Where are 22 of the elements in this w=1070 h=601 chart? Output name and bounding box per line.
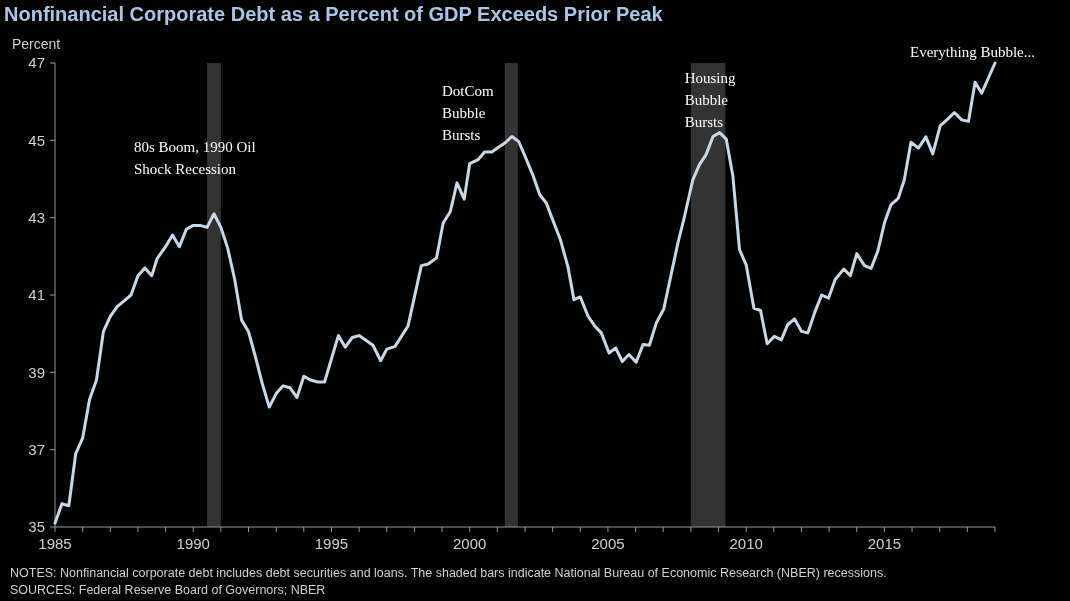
y-tick-label: 35: [28, 518, 45, 536]
annotation: Housing Bubble Bursts: [684, 69, 736, 130]
text: NOTES: Nonfinancial corporate debt includes debt securities and loans. The shaded bars indicate National Bureau of Economic Research (NBER) recessions.: [10, 566, 887, 580]
annotation: 80s Boom, 1990 Oil Shock Recession: [133, 138, 256, 177]
x-tick-label: 2005: [591, 535, 625, 552]
y-tick-label: 41: [28, 286, 45, 304]
annotation: Everything Bubble...: [910, 44, 1035, 60]
y-tick-label: 37: [28, 440, 45, 458]
y-axis-title: Percent: [12, 36, 61, 52]
x-tick-label: 2015: [867, 535, 902, 552]
y-tick-label: 45: [28, 131, 45, 149]
x-tick-label: 1990: [176, 535, 210, 552]
x-tick-label: 2010: [729, 535, 763, 552]
x-tick-label: 2000: [453, 535, 487, 552]
y-tick-label: 43: [28, 208, 45, 226]
source-note: SOURCES: Federal Reserve Board of Governors; NBER: [10, 583, 326, 597]
chart-title: Nonfinancial Corporate Debt as a Percent of GDP Exceeds Prior Peak: [4, 3, 664, 25]
x-tick-label: 1995: [314, 535, 349, 552]
y-tick-label: 39: [28, 363, 45, 381]
annotation: DotCom Bubble Bursts: [442, 83, 495, 144]
y-tick-label: 47: [28, 54, 45, 72]
x-tick-label: 1985: [38, 535, 72, 552]
